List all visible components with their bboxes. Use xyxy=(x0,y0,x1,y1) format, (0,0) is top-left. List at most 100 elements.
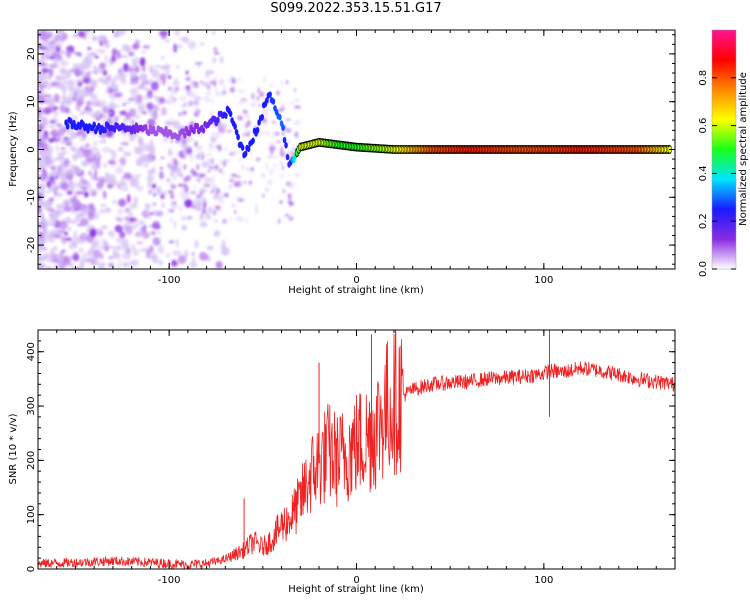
spectrogram-noise-blob xyxy=(171,259,178,267)
snr-x-tick-label: 100 xyxy=(534,575,553,586)
spectrogram-noise-blob xyxy=(38,257,45,262)
spectrogram-noise-blob xyxy=(90,191,97,197)
spectrogram-noise-blob xyxy=(98,99,107,109)
snr-y-tick-label: 300 xyxy=(26,396,37,415)
spectrogram-noise-blob xyxy=(294,131,299,139)
spectrogram-noise-blob xyxy=(287,101,295,104)
spectrogram-noise-blob xyxy=(77,191,86,195)
spectrogram-noise-blob xyxy=(143,87,150,91)
spectrogram-noise-blob xyxy=(105,44,111,47)
snr-marks xyxy=(38,330,675,569)
spectrogram-noise-blob xyxy=(262,108,269,115)
spectrogram-noise-blob xyxy=(209,145,212,152)
spectrogram-noise-blob xyxy=(123,188,129,191)
spectrogram-noise-blob xyxy=(91,31,95,37)
spectrogram-noise-blob xyxy=(94,55,99,59)
spectrogram-noise-blob xyxy=(170,193,175,200)
spectrogram-noise-blob xyxy=(87,170,93,176)
spectrogram-noise-blob xyxy=(55,33,63,37)
spectrogram-noise-blob xyxy=(148,212,155,215)
spectrogram-noise-blob xyxy=(94,258,99,266)
snr-y-tick-label: 100 xyxy=(26,505,37,524)
spectrogram-noise-blob xyxy=(59,220,68,230)
spectrogram-noise-blob xyxy=(72,253,80,262)
spectrogram-noise-blob xyxy=(179,161,182,167)
ridge-point xyxy=(285,153,290,161)
spectrogram-noise-blob xyxy=(60,181,69,191)
spectrogram-noise-blob xyxy=(159,171,164,180)
spectrogram-x-tick-label: 100 xyxy=(534,275,553,286)
spectrogram-noise-blob xyxy=(168,208,175,213)
spectrogram-noise-blob xyxy=(140,143,149,152)
spectrogram-noise-blob xyxy=(289,200,293,207)
spectrogram-noise-blob xyxy=(102,69,108,76)
spectrogram-noise-blob xyxy=(119,230,126,239)
spectrogram-noise-blob xyxy=(265,112,268,119)
spectrogram-noise-blob xyxy=(81,185,87,192)
spectrogram-noise-blob xyxy=(196,147,202,151)
spectrogram-noise-blob xyxy=(168,240,175,244)
spectrogram-noise-blob xyxy=(104,171,111,182)
spectrogram-noise-blob xyxy=(292,164,298,168)
spectrogram-noise-blob xyxy=(132,57,140,65)
spectrogram-noise-blob xyxy=(93,140,98,147)
spectrogram-noise-blob xyxy=(135,94,143,103)
spectrogram-noise-blob xyxy=(87,46,92,51)
ridge-point xyxy=(228,110,233,118)
spectrogram-noise-blob xyxy=(122,251,132,260)
spectrogram-noise-blob xyxy=(185,76,191,81)
spectrogram-noise-blob xyxy=(50,82,55,86)
spectrogram-noise-blob xyxy=(98,34,107,43)
spectrogram-noise-blob xyxy=(247,132,250,137)
spectrogram-noise-blob xyxy=(39,163,44,173)
spectrogram-noise-blob xyxy=(175,238,179,248)
spectrogram-noise-blob xyxy=(80,160,90,167)
spectrogram-noise-blob xyxy=(244,98,249,104)
spectrogram-noise-blob xyxy=(226,130,233,133)
spectrogram-noise-blob xyxy=(198,97,206,100)
spectrogram-noise-blob xyxy=(66,262,75,267)
figure-title: S099.2022.353.15.51.G17 xyxy=(270,1,442,16)
spectrogram-noise-blob xyxy=(50,221,54,227)
spectrogram-noise-blob xyxy=(95,158,101,168)
spectrogram-y-tick-label: -20 xyxy=(26,237,37,253)
spectrogram-noise-blob xyxy=(280,146,284,153)
spectrogram-noise-blob xyxy=(201,154,205,161)
spectrogram-noise-blob xyxy=(80,88,89,98)
spectrogram-noise-blob xyxy=(146,182,153,188)
spectrogram-noise-blob xyxy=(138,73,148,82)
spectrogram-noise-blob xyxy=(38,221,47,230)
spectrogram-noise-blob xyxy=(39,117,48,127)
spectrogram-noise-blob xyxy=(40,136,46,144)
spectrogram-noise-blob xyxy=(167,162,171,169)
spectrogram-noise-blob xyxy=(211,145,218,149)
spectrogram-noise-blob xyxy=(287,193,292,200)
spectrogram-noise-blob xyxy=(159,166,164,171)
spectrogram-noise-blob xyxy=(55,124,61,128)
spectrogram-x-tick-label: -100 xyxy=(158,275,181,286)
spectrogram-noise-blob xyxy=(42,39,51,49)
spectrogram-noise-blob xyxy=(96,181,104,189)
spectrogram-y-tick-label: -10 xyxy=(26,189,37,205)
spectrogram-noise-blob xyxy=(271,121,276,124)
spectrogram-noise-blob xyxy=(84,143,91,148)
spectrogram-noise-blob xyxy=(245,166,251,172)
spectrogram-noise-blob xyxy=(173,43,178,53)
ridge-point xyxy=(278,114,282,121)
spectrogram-noise-blob xyxy=(235,80,239,84)
spectrogram-noise-blob xyxy=(93,65,97,72)
spectrogram-noise-blob xyxy=(222,160,226,168)
spectrogram-noise-blob xyxy=(183,177,188,183)
ridge-point xyxy=(233,123,237,130)
spectrogram-noise-blob xyxy=(161,202,165,209)
spectrogram-noise-blob xyxy=(169,117,175,120)
spectrogram-noise-blob xyxy=(86,52,93,56)
spectrogram-noise-blob xyxy=(211,138,217,145)
spectrogram-noise-blob xyxy=(207,157,211,164)
colorbar-tick-label: 0.0 xyxy=(698,261,709,277)
spectrogram-noise-blob xyxy=(279,141,283,144)
spectrogram-noise-blob xyxy=(294,105,301,109)
spectrogram-noise-blob xyxy=(40,239,48,243)
spectrogram-noise-blob xyxy=(132,248,139,257)
